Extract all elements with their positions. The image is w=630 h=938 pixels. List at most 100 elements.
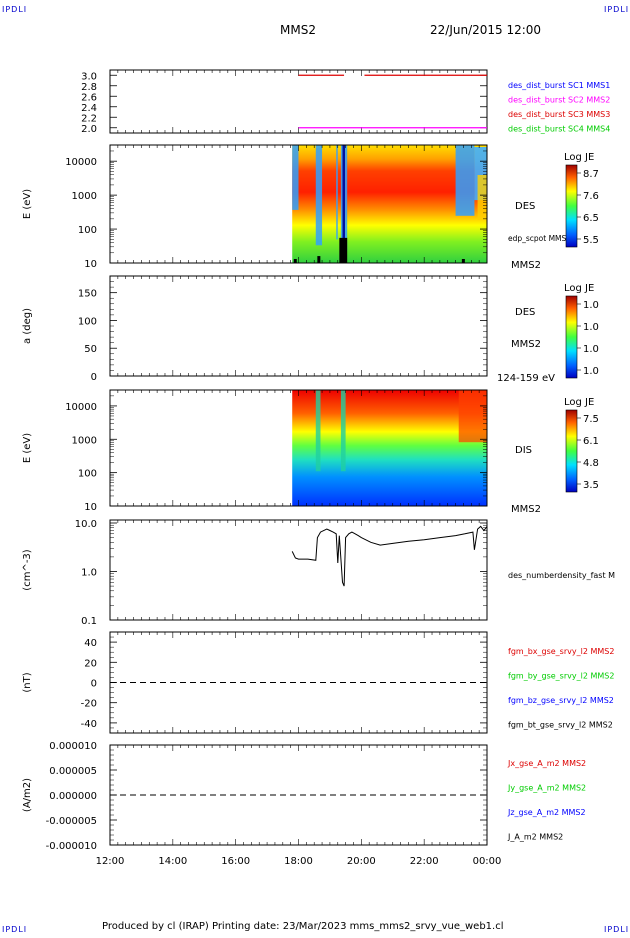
des-structure xyxy=(455,145,475,216)
scpot-label: edp_scpot MMS2 xyxy=(508,234,571,243)
colorbar-label: 6.5 xyxy=(583,213,599,224)
spacecraft-title: MMS2 xyxy=(280,23,316,37)
legend-3: des_dist_burst SC3 MMS3 xyxy=(508,110,610,119)
j-legend-0: Jx_gse_A_m2 MMS2 xyxy=(507,759,586,768)
brand-bottom-right: IPDLI xyxy=(604,925,629,934)
panel-frame xyxy=(109,69,488,134)
colorbar-label: 4.8 xyxy=(583,458,599,469)
colorbar-label: 1.0 xyxy=(583,322,599,333)
legend-2: des_dist_burst SC2 MMS2 xyxy=(508,96,610,105)
y-tick-label: 2.2 xyxy=(81,113,97,124)
b-legend-1: fgm_by_gse_srvy_l2 MMS2 xyxy=(508,672,614,681)
colorbar-label: 3.5 xyxy=(583,480,599,491)
j-legend-3: J_A_m2 MMS2 xyxy=(507,833,563,842)
y-axis-label: E (eV) xyxy=(22,189,33,219)
y-tick-label: 2.6 xyxy=(81,92,97,103)
panel-burst: 3.02.82.62.42.22.0 des_dist_burst SC1 MMS… xyxy=(81,69,610,135)
density-line xyxy=(291,525,488,587)
brand-left: IPDLI xyxy=(2,5,27,14)
colorbar-label: 1.0 xyxy=(583,366,599,377)
dis-spacecraft-label: MMS2 xyxy=(511,504,541,515)
legend-4: des_dist_burst SC4 MMS4 xyxy=(508,125,610,134)
dis-structure xyxy=(315,390,321,472)
y-tick-label: 1000 xyxy=(72,435,97,446)
colorbar-label: 7.6 xyxy=(583,191,599,202)
y-tick-label: 2.0 xyxy=(81,124,97,135)
dis-structure xyxy=(340,390,346,472)
colorbar-label: 6.1 xyxy=(583,436,599,447)
y-tick-label: 10.0 xyxy=(75,519,97,530)
des-structure xyxy=(477,175,487,220)
y-tick-label: 1000 xyxy=(72,191,97,202)
scpot-overlay xyxy=(339,237,348,263)
time-axis: 12:00 14:00 16:00 18:00 20:00 22:00 00:00 xyxy=(96,856,502,867)
y-tick-label: 0.000010 xyxy=(49,741,97,752)
panel-frame xyxy=(109,275,488,377)
b-legend-2: fgm_bz_gse_srvy_l2 MMS2 xyxy=(508,696,614,705)
pa-spacecraft-label: MMS2 xyxy=(511,339,541,350)
time-tick-label: 18:00 xyxy=(284,856,313,867)
dis-structure xyxy=(458,390,487,443)
colorbar-label: 5.5 xyxy=(583,235,599,246)
time-tick-label: 12:00 xyxy=(96,856,125,867)
brand-bottom-left: IPDLI xyxy=(2,925,27,934)
y-tick-label: 100 xyxy=(78,469,97,480)
y-tick-label: 10000 xyxy=(65,157,97,168)
colorbar-title: Log JE xyxy=(564,152,594,163)
colorbar-title: Log JE xyxy=(564,283,594,294)
des-spacecraft-label: MMS2 xyxy=(511,260,541,271)
time-tick-label: 00:00 xyxy=(473,856,502,867)
panel-dis-energy: 10000 1000 100 10 E (eV) DIS MMS2 Log JE 7.5 6.1 4… xyxy=(22,389,599,515)
y-tick-label: -0.000010 xyxy=(46,841,97,852)
brand-right: IPDLI xyxy=(604,5,629,14)
colorbar xyxy=(565,295,578,379)
y-tick-label: -0.000005 xyxy=(46,816,97,827)
b-legend-0: fgm_bx_gse_srvy_l2 MMS2 xyxy=(508,647,614,656)
scpot-overlay xyxy=(293,259,297,263)
des-structure xyxy=(292,145,299,210)
dis-instrument-label: DIS xyxy=(515,445,532,456)
time-tick-label: 22:00 xyxy=(410,856,439,867)
pa-instrument-label: DES xyxy=(515,307,535,318)
des-spectrogram xyxy=(292,145,487,263)
footer-credit: Produced by cl (IRAP) Printing date: 23/… xyxy=(102,921,503,932)
y-axis-label: (A/m2) xyxy=(22,778,33,812)
time-tick-label: 16:00 xyxy=(221,856,250,867)
y-tick-label: 3.0 xyxy=(81,71,97,82)
des-structure xyxy=(336,145,338,240)
y-tick-label: 0.1 xyxy=(81,616,97,627)
y-tick-label: 20 xyxy=(84,658,97,669)
dis-spectrogram xyxy=(292,390,487,506)
time-tick-label: 20:00 xyxy=(347,856,376,867)
y-tick-label: 10000 xyxy=(65,402,97,413)
y-axis-label: (nT) xyxy=(22,672,33,692)
panel-frame xyxy=(109,519,488,621)
panel-current: 0.000010 0.000005 0.000000 -0.000005 -0.0000… xyxy=(22,741,586,852)
y-tick-label: 0 xyxy=(91,679,97,690)
y-tick-label: 2.8 xyxy=(81,82,97,93)
des-instrument-label: DES xyxy=(515,201,535,212)
j-legend-2: Jz_gse_A_m2 MMS2 xyxy=(507,808,586,817)
time-tick-label: 14:00 xyxy=(158,856,187,867)
panel-density: 10.0 1.0 0.1 (cm^-3) des_numberdensity_fast … xyxy=(22,519,615,627)
y-tick-label: 10 xyxy=(84,502,97,513)
y-axis-label: E (eV) xyxy=(22,433,33,463)
colorbar-label: 8.7 xyxy=(583,169,599,180)
y-tick-label: 0.000000 xyxy=(49,791,97,802)
colorbar-label: 1.0 xyxy=(583,300,599,311)
y-axis-label: (cm^-3) xyxy=(22,549,33,590)
y-tick-label: 0 xyxy=(91,372,97,383)
y-tick-label: 100 xyxy=(78,225,97,236)
colorbar-label: 1.0 xyxy=(583,344,599,355)
y-tick-label: -40 xyxy=(81,719,97,730)
colorbar-label: 7.5 xyxy=(583,414,599,425)
y-tick-label: -20 xyxy=(81,699,97,710)
y-tick-label: 1.0 xyxy=(81,568,97,579)
panel-b-field: 40 20 0 -20 -40 (nT) fgm_bx_gse_srvy_l2 MMS2 fg… xyxy=(22,631,614,734)
panel-des-energy: 10000 1000 100 10 E (eV) DES edp_scpot MMS2 MMS… xyxy=(22,144,599,271)
y-tick-label: 0.000005 xyxy=(49,766,97,777)
y-tick-label: 150 xyxy=(78,289,97,300)
scpot-overlay xyxy=(317,256,321,263)
